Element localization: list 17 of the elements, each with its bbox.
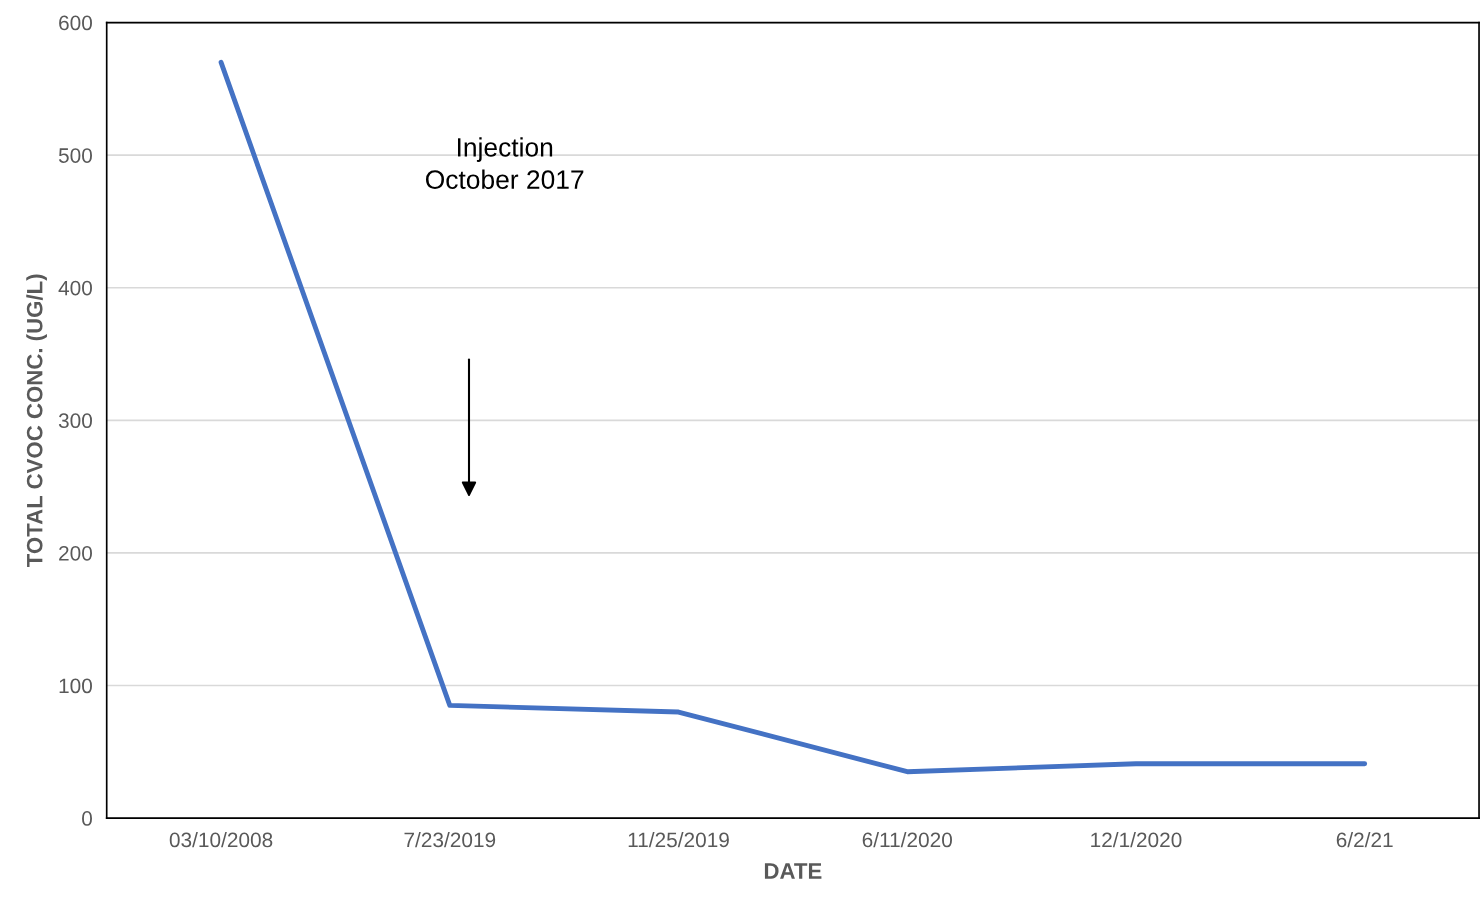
x-tick-label: 6/2/21 — [1336, 832, 1393, 848]
line-series — [218, 59, 1368, 775]
x-tick-label: 7/23/2019 — [404, 832, 496, 848]
y-tick-label: 100 — [59, 678, 92, 694]
x-axis-title: DATE — [764, 863, 822, 879]
x-tick-label: 6/11/2020 — [862, 832, 952, 848]
y-tick-label: 400 — [58, 280, 92, 296]
y-tick-label: 500 — [58, 148, 92, 163]
x-tick-label: 11/25/2019 — [628, 832, 729, 848]
y-tick-label: 300 — [58, 413, 92, 429]
y-tick-label: 200 — [59, 545, 92, 561]
x-tick-label: 03/10/2008 — [169, 832, 273, 848]
x-tick-label: 12/1/2020 — [1091, 832, 1182, 848]
annotation: Injection October 2017 — [425, 137, 584, 189]
y-tick-label: 0 — [82, 811, 92, 826]
y-tick-label: 600 — [59, 15, 92, 31]
y-axis-title: TOTAL CVOC CONC. (UG/L) — [26, 274, 47, 567]
